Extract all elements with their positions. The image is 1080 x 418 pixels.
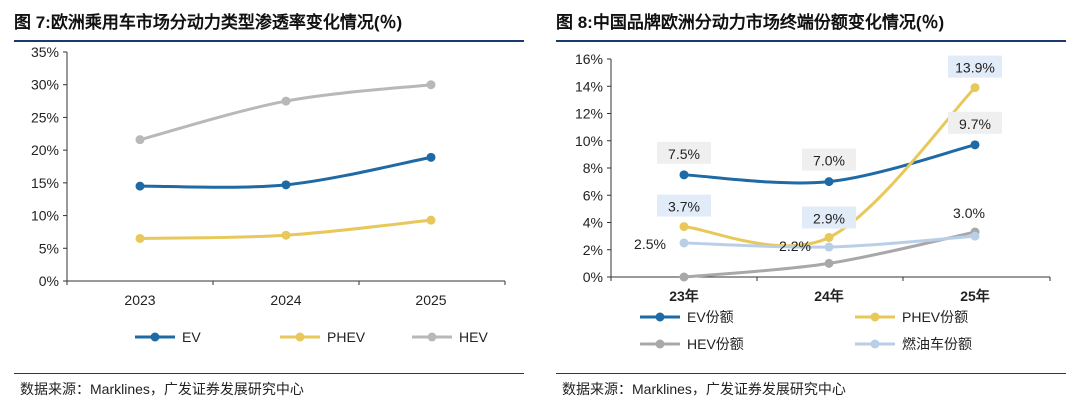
data-point [426,152,436,162]
x-tick-label: 23年 [669,288,699,304]
source-right: 数据来源：Marklines，广发证券发展研究中心 [562,381,846,397]
legend-marker [150,332,160,342]
data-label-bg [948,55,1002,78]
legend-label: PHEV [327,329,366,345]
data-point [679,222,689,232]
data-label: 3.7% [668,199,700,215]
data-point [679,272,689,282]
title-rule-left [14,40,524,42]
data-point [679,170,689,180]
data-label: 2.9% [813,210,845,226]
legend-label: EV份额 [687,309,734,325]
data-point [824,177,834,187]
data-point [970,231,980,241]
data-label-bg [802,206,856,229]
y-tick-label: 16% [575,51,603,67]
y-tick-label: 15% [31,175,59,191]
y-tick-label: 10% [31,208,59,224]
data-point [970,140,980,150]
data-label: 3.0% [953,205,985,221]
x-tick-label: 2024 [270,292,301,308]
data-point [281,230,291,240]
x-tick-label: 24年 [814,288,844,304]
y-tick-label: 2% [583,242,603,258]
source-left: 数据来源：Marklines，广发证券发展研究中心 [20,381,304,397]
data-point [824,258,834,268]
title-rule-right [556,40,1066,42]
legend-marker [655,312,665,322]
y-tick-label: 35% [31,44,59,60]
legend-marker [295,332,305,342]
y-tick-label: 10% [575,133,603,149]
legend-label: 燃油车份额 [902,336,972,352]
data-point [679,238,689,248]
x-tick-label: 2023 [124,292,155,308]
data-label: 7.5% [668,146,700,162]
data-point [135,181,145,191]
data-point [426,215,436,225]
y-tick-label: 20% [31,142,59,158]
legend-marker [870,339,880,349]
y-tick-label: 0% [39,273,59,289]
legend-marker [427,332,437,342]
y-tick-label: 12% [575,106,603,122]
data-point [824,242,834,252]
source-rule-right [556,373,1066,374]
legend-marker [655,339,665,349]
x-tick-label: 25年 [960,288,990,304]
data-point [281,180,291,190]
x-tick-label: 2025 [415,292,446,308]
data-point [824,232,834,242]
y-tick-label: 8% [583,160,603,176]
chart-title-right: 图 8:中国品牌欧洲分动力市场终端份额变化情况(％) [556,13,945,32]
y-tick-label: 4% [583,215,603,231]
data-point [426,80,436,90]
data-label: 7.0% [813,153,845,169]
legend-label: HEV份额 [687,336,744,352]
data-label: 13.9% [955,60,995,76]
data-label-bg [657,194,711,217]
data-label-bg [802,148,856,171]
chart-title-left: 图 7:欧洲乘用车市场分动力类型渗透率变化情况(％) [14,13,403,32]
data-label-bg [657,141,711,164]
legend-label: EV [182,329,201,345]
data-label: 9.7% [959,116,991,132]
data-label: 2.2% [779,238,811,254]
y-tick-label: 14% [575,78,603,94]
y-tick-label: 5% [39,240,59,256]
source-rule-left [14,373,524,374]
legend-marker [870,312,880,322]
data-point [135,233,145,243]
data-point [135,135,145,145]
y-tick-label: 6% [583,187,603,203]
y-tick-label: 0% [583,269,603,285]
legend-label: HEV [459,329,488,345]
series-line-HEV [139,83,432,142]
y-tick-label: 30% [31,77,59,93]
data-label-bg [948,111,1002,134]
y-tick-label: 25% [31,109,59,125]
data-label: 2.5% [634,236,666,252]
data-point [970,83,980,93]
data-point [281,96,291,106]
legend-label: PHEV份额 [902,309,968,325]
